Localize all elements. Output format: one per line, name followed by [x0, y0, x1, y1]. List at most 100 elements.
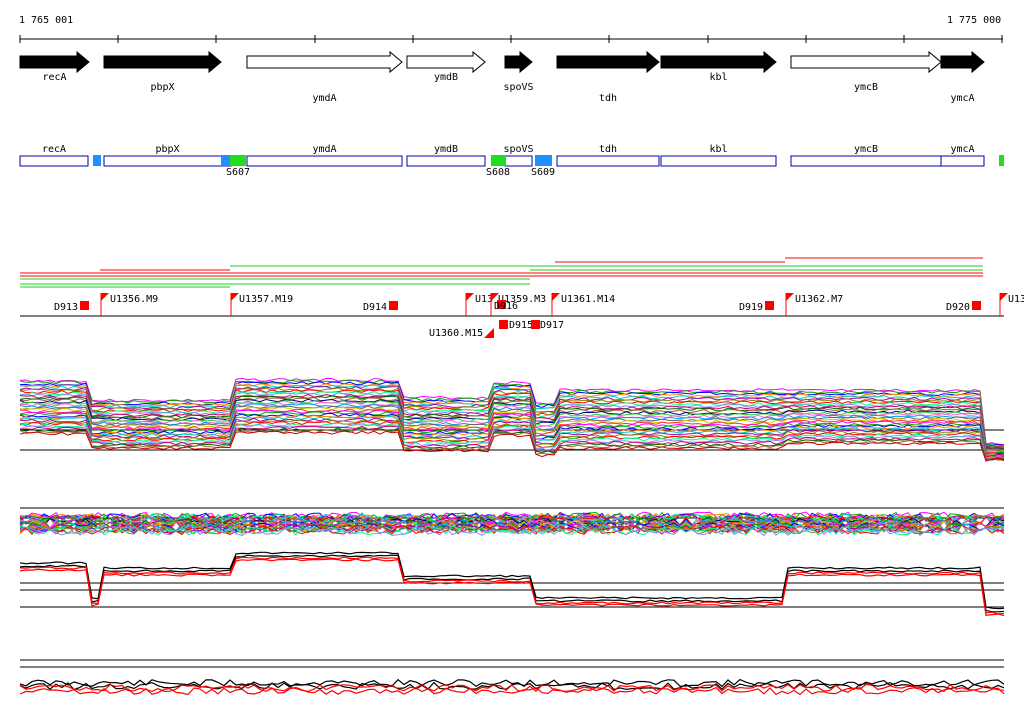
- segment-label: tdh: [599, 144, 617, 155]
- segment-box-ymdA[interactable]: [246, 155, 403, 167]
- gene-arrow-recA[interactable]: [19, 50, 90, 74]
- feature-flag[interactable]: [1000, 293, 1008, 301]
- feature-label: U1362.M7: [795, 294, 843, 305]
- segment-label: recA: [42, 144, 66, 155]
- span-track: [20, 257, 983, 288]
- gene-label: tdh: [599, 93, 617, 104]
- segment-marker[interactable]: [535, 155, 552, 166]
- segment-marker[interactable]: [999, 155, 1004, 166]
- gene-arrow-ymdB[interactable]: [406, 50, 486, 74]
- segment-box-ymdB[interactable]: [406, 155, 486, 167]
- segment-marker-label: S609: [531, 167, 555, 178]
- coordinate-ruler: 1 765 001 1 775 000: [19, 15, 1003, 43]
- expression-trace: [19, 409, 1005, 456]
- summary-trace: [19, 558, 1005, 617]
- gene-arrow-ymcA[interactable]: [940, 50, 985, 74]
- ruler-start-label: 1 765 001: [19, 15, 73, 26]
- feature-flag[interactable]: [101, 293, 109, 301]
- feature-label: U1360.M15: [429, 328, 483, 339]
- ruler-ticks: [19, 35, 1003, 43]
- segment-box-spoVS[interactable]: [504, 155, 533, 167]
- feature-flag[interactable]: [466, 293, 474, 301]
- feature-flag[interactable]: [231, 293, 239, 301]
- summary-trace: [19, 554, 1005, 613]
- feature-flag[interactable]: [786, 293, 794, 301]
- gene-label: ymcB: [854, 82, 878, 93]
- gene-label: kbl: [709, 72, 727, 83]
- feature-label: U1356.M9: [110, 294, 158, 305]
- summary-trace: [19, 556, 1005, 615]
- segment-box-ymcB[interactable]: [790, 155, 942, 167]
- feature-label: D915: [509, 320, 533, 331]
- segment-label: spoVS: [503, 144, 533, 155]
- segment-box-kbl[interactable]: [660, 155, 777, 167]
- segment-label: kbl: [709, 144, 727, 155]
- segment-marker[interactable]: [221, 155, 230, 166]
- segment-label: ymdA: [312, 144, 336, 155]
- feature-label: U13: [475, 294, 493, 305]
- segment-box-recA[interactable]: [19, 155, 89, 167]
- segment-label: ymcB: [854, 144, 878, 155]
- feature-label: D917: [540, 320, 564, 331]
- feature-marker[interactable]: [972, 301, 981, 310]
- expression-trace: [19, 396, 1005, 451]
- segment-marker[interactable]: [491, 155, 506, 166]
- segment-track: recA pbpX ymdA ymdB spoVS tdh kbl ymcB ymcA S607 S…: [19, 144, 1004, 178]
- gene-arrow-kbl[interactable]: [660, 50, 777, 74]
- feature-marker[interactable]: [499, 320, 508, 329]
- gene-arrow-ymcB[interactable]: [790, 50, 942, 74]
- ruler-end-label: 1 775 000: [947, 15, 1001, 26]
- gene-label: spoVS: [503, 82, 533, 93]
- feature-marker[interactable]: [531, 320, 540, 329]
- gene-arrow-tdh[interactable]: [556, 50, 660, 74]
- expression-trace: [19, 420, 1005, 459]
- gene-label: recA: [42, 72, 66, 83]
- segment-marker[interactable]: [93, 155, 101, 166]
- gene-arrow-pbpX[interactable]: [103, 50, 222, 74]
- gene-arrow-ymdA[interactable]: [246, 50, 403, 74]
- expression-panel-main: [19, 377, 1005, 462]
- feature-flag[interactable]: [491, 293, 499, 301]
- feature-label: D916: [494, 301, 518, 312]
- summary-trace: [19, 551, 1005, 610]
- segment-marker-label: S608: [486, 167, 510, 178]
- segment-label: ymcA: [950, 144, 974, 155]
- feature-flag[interactable]: [552, 293, 560, 301]
- gene-label: ymcA: [950, 93, 974, 104]
- feature-label: D920: [946, 302, 970, 313]
- bottom-trace: [19, 683, 1005, 693]
- feature-label: D914: [363, 302, 387, 313]
- expression-panel-summary: [19, 551, 1005, 617]
- gene-track: recA pbpX ymdA ymdB spoVS tdh kbl ymcB ymcA: [19, 50, 985, 104]
- segment-box-tdh[interactable]: [556, 155, 660, 167]
- expression-trace: [19, 385, 1004, 449]
- feature-marker[interactable]: [497, 300, 506, 309]
- feature-label: U13: [1008, 294, 1024, 305]
- feature-track: D913 U1356.M9 U1357.M19 D914 U13 U1359.M3D916…: [20, 293, 1024, 339]
- noise-trace: [19, 525, 1005, 537]
- expression-panel-bottom: [19, 659, 1005, 696]
- feature-marker[interactable]: [389, 301, 398, 310]
- expression-trace: [19, 422, 1005, 459]
- feature-label: U1359.M3: [498, 294, 546, 305]
- expression-panel-noise: [19, 507, 1005, 537]
- gene-label: ymdA: [312, 93, 336, 104]
- expression-trace: [19, 388, 1005, 449]
- expression-trace: [19, 425, 1005, 460]
- feature-label: D919: [739, 302, 763, 313]
- expression-trace: [19, 393, 1005, 449]
- feature-label: U1357.M19: [239, 294, 293, 305]
- gene-label: ymdB: [434, 72, 458, 83]
- segment-box-pbpX[interactable]: [103, 155, 232, 167]
- feature-marker[interactable]: [765, 301, 774, 310]
- segment-marker[interactable]: [230, 155, 246, 166]
- feature-label: U1361.M14: [561, 294, 615, 305]
- expression-trace: [19, 430, 1005, 462]
- segment-box-ymcA[interactable]: [940, 155, 985, 167]
- feature-label: D913: [54, 302, 78, 313]
- feature-flag[interactable]: [484, 328, 494, 338]
- segment-label: pbpX: [155, 144, 179, 155]
- gene-arrow-spoVS[interactable]: [504, 50, 533, 74]
- feature-marker[interactable]: [80, 301, 89, 310]
